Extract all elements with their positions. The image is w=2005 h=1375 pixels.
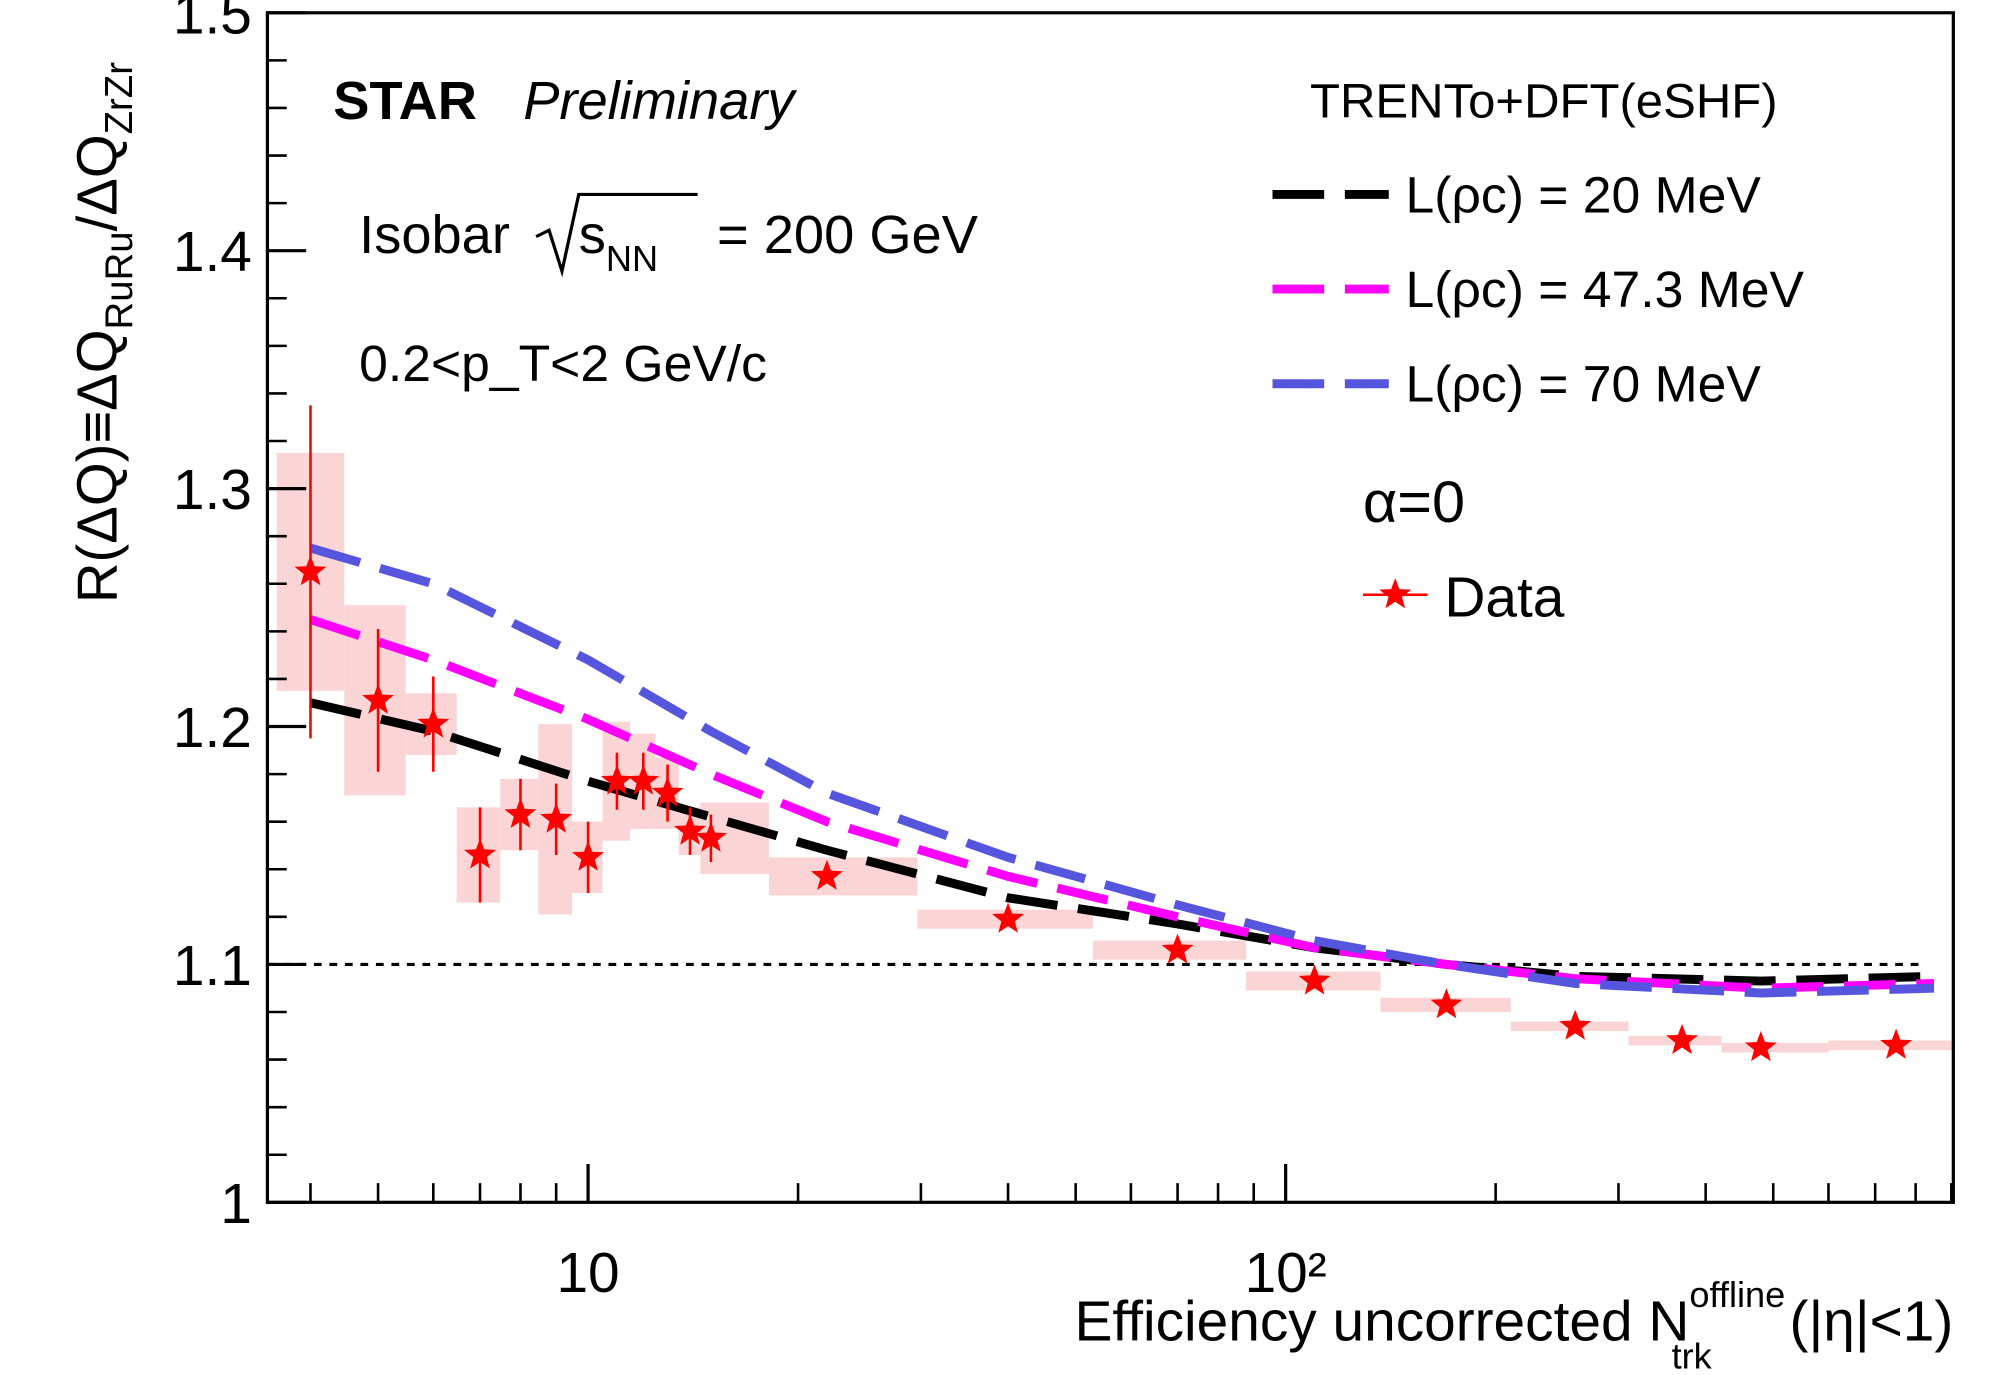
y-tick-label: 1.1	[173, 934, 252, 997]
data-point	[600, 764, 633, 795]
y-label-sub: ZrZr	[98, 62, 141, 135]
systematic-box	[1721, 1042, 1829, 1053]
x-tick-label: 10	[556, 1241, 619, 1304]
legend-label: Data	[1444, 566, 1565, 629]
y-tick-label: 1.4	[173, 220, 252, 283]
x-label-main: Efficiency uncorrected N	[1075, 1290, 1690, 1353]
alpha: α=0	[1363, 468, 1465, 535]
y-tick-label: 1	[220, 1172, 252, 1235]
systematic-box	[768, 857, 918, 896]
data-point	[1161, 933, 1194, 964]
data-point	[464, 838, 496, 869]
data-point	[1744, 1031, 1777, 1062]
cut: 0.2<p_T<2 GeV/c	[359, 334, 767, 392]
legend-label: L(ρc) = 70 MeV	[1406, 355, 1762, 413]
system: Isobar	[359, 205, 510, 265]
x-label-tail: (|η|<1)	[1774, 1290, 1954, 1353]
sqrt-sign	[535, 192, 698, 278]
axes: 1 1.1 1.2 1.3 1.4 1.5 10 10²	[173, 0, 1953, 1304]
data-point	[673, 814, 707, 845]
y-label-main: R(ΔQ)≡ΔQ	[65, 329, 128, 603]
data-point	[694, 821, 727, 852]
y-label-sub: RuRu	[98, 231, 141, 329]
x-tick-label: 10²	[1245, 1241, 1327, 1304]
data-point	[572, 840, 605, 871]
data-point	[540, 802, 573, 833]
y-tick-label: 1.3	[173, 458, 252, 521]
data-point	[1430, 988, 1463, 1019]
legend-label: L(ρc) = 20 MeV	[1406, 166, 1762, 224]
energy-symbol: sNN	[579, 205, 658, 279]
experiment: STAR	[333, 71, 477, 131]
energy: = 200 GeV	[717, 205, 978, 265]
x-label-sup: offline	[1689, 1274, 1785, 1315]
model-curves	[309, 543, 1935, 998]
systematics	[276, 452, 1954, 1053]
model-curve	[309, 615, 1935, 993]
data-points	[294, 405, 1913, 1062]
data-point	[504, 797, 537, 828]
data-point	[417, 707, 450, 738]
status: Preliminary	[523, 71, 797, 131]
data-point	[1298, 964, 1331, 995]
frame	[265, 11, 1955, 1204]
legend: L(ρc) = 20 MeV L(ρc) = 47.3 MeV L(ρc) = 70…	[1272, 166, 1805, 629]
data-point	[627, 764, 660, 795]
data-point	[362, 683, 395, 714]
data-point	[1880, 1028, 1913, 1059]
model-curve	[309, 543, 1935, 998]
data-point	[992, 902, 1025, 933]
energy-s: s	[579, 205, 606, 265]
legend-marker	[1379, 578, 1412, 609]
x-axis-label: Efficiency uncorrected Noffline trk (|η|<…	[1075, 1274, 1954, 1375]
data-point	[810, 859, 843, 890]
energy-sub: NN	[606, 238, 658, 279]
legend-title: TRENTo+DFT(eSHF)	[1310, 75, 1778, 129]
data-point	[1559, 1009, 1592, 1040]
data-point	[1666, 1023, 1699, 1054]
y-label-mid: /ΔQ	[65, 134, 128, 231]
x-label-sub: trk	[1672, 1336, 1713, 1375]
y-tick-label: 1.5	[173, 0, 252, 45]
legend-label: L(ρc) = 47.3 MeV	[1406, 260, 1805, 318]
data-point	[294, 555, 327, 586]
y-tick-label: 1.2	[173, 696, 252, 759]
data-point	[651, 776, 684, 807]
y-axis-label: R(ΔQ)≡ΔQRuRu/ΔQZrZr	[65, 62, 141, 603]
